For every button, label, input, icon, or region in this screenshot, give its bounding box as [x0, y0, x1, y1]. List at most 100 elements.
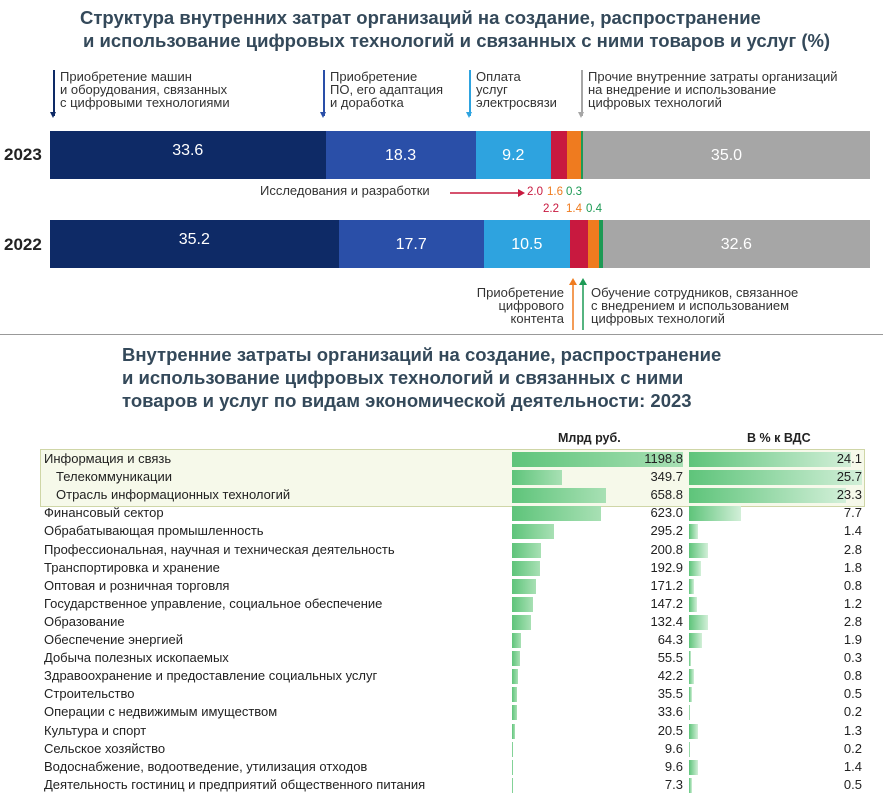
row-label: Здравоохранение и предоставление социаль…	[44, 668, 378, 684]
annotation-research-label: Исследования и разработки	[260, 183, 430, 198]
row-label: Обеспечение энергией	[44, 632, 184, 647]
pct-value: 0.8	[843, 668, 862, 684]
small-value-content-2023: 1.6	[547, 186, 563, 198]
pct-bar	[689, 506, 741, 522]
annotation-line: и доработка	[330, 95, 404, 110]
table-row: Добыча полезных ископаемых 55.5 0.3	[42, 649, 864, 667]
small-value-training-2022: 0.4	[586, 203, 602, 215]
rub-value: 42.2	[657, 668, 683, 684]
rub-value: 55.5	[657, 650, 683, 666]
table-row: Деятельность гостиниц и предприятий обще…	[42, 776, 864, 794]
annotation-line: электросвязи	[476, 95, 557, 110]
pct-bar	[689, 759, 699, 775]
annotation-line: услуг	[476, 82, 508, 97]
pct-bar	[689, 578, 695, 594]
row-label: Операции с недвижимым имуществом	[44, 704, 278, 720]
bar-value-label: 17.7	[395, 236, 427, 253]
rub-value: 9.6	[664, 758, 683, 774]
pct-bar	[689, 470, 862, 486]
row-label: Отрасль информационных технологий	[56, 487, 291, 503]
annotation-line: цифровых технологий	[591, 311, 725, 326]
annotation-line: ПО, его адаптация	[330, 82, 444, 97]
pct-value: 0.2	[843, 740, 862, 756]
rub-bar	[512, 596, 533, 612]
small-value-research-2022: 2.2	[543, 203, 559, 215]
rub-value: 9.6	[664, 740, 683, 756]
rub-value: 33.6	[657, 704, 683, 720]
rub-bar	[512, 705, 517, 721]
column-header-pct: В % к ВДС	[747, 431, 811, 445]
table-row: Оптовая и розничная торговля 171.2 0.8	[42, 577, 864, 595]
pct-value: 0.5	[843, 686, 862, 702]
arrow-down-icon	[466, 70, 472, 118]
rub-value: 1198.8	[644, 451, 683, 466]
rub-value: 20.5	[657, 722, 683, 738]
arrow-down-icon	[50, 70, 56, 118]
annotation-telecom: Оплата услуг электросвязи	[466, 70, 557, 118]
table-title-line-1: Внутренние затраты организаций на создан…	[122, 344, 722, 365]
table-row: Финансовый сектор 623.0 7.7	[42, 504, 864, 522]
pct-bar	[689, 452, 852, 467]
bar-value-label: 32.6	[720, 236, 752, 253]
pct-value: 0.8	[843, 577, 862, 593]
bar-value-label: 10.5	[511, 236, 543, 253]
arrow-right-icon	[450, 189, 525, 197]
row-label: Культура и спорт	[44, 722, 147, 738]
pct-value: 2.8	[843, 541, 862, 557]
section-divider	[0, 334, 883, 335]
rub-value: 35.5	[657, 686, 683, 702]
table-row: Операции с недвижимым имуществом 33.6 0.2	[42, 703, 864, 721]
bar-segment	[583, 131, 870, 179]
annotation-line: Прочие внутренние затраты организаций	[588, 69, 838, 84]
bar-segment	[325, 131, 476, 179]
bar-segment	[50, 131, 326, 179]
pct-value: 24.1	[836, 451, 862, 466]
annotation-training: Обучение сотрудников, связанное с внедре…	[591, 286, 798, 325]
arrow-down-icon	[320, 70, 326, 118]
annotation-other: Прочие внутренние затраты организаций на…	[578, 69, 838, 118]
bar-value-label: 9.2	[502, 147, 525, 164]
table-row: Профессиональная, научная и техническая …	[42, 541, 864, 559]
pct-value: 1.9	[843, 632, 862, 647]
pct-bar	[689, 596, 698, 612]
pct-bar	[689, 705, 691, 721]
stacked-bar-2023: 33.6 18.3 9.2 35.0	[50, 131, 870, 179]
table-row: Водоснабжение, водоотведение, утилизация…	[42, 758, 864, 776]
table-row: Транспортировка и хранение 192.9 1.8	[42, 559, 864, 577]
rub-bar	[512, 687, 518, 703]
annotation-line: на внедрение и использование	[588, 82, 777, 97]
pct-bar	[689, 488, 846, 504]
rub-bar	[512, 614, 531, 630]
table-row: Здравоохранение и предоставление социаль…	[42, 667, 864, 685]
annotation-line: Приобретение машин	[60, 69, 192, 84]
rub-value: 7.3	[664, 776, 683, 792]
rub-value: 623.0	[650, 505, 683, 521]
chart-title: Структура внутренних затрат организаций …	[80, 6, 870, 52]
table-row: Государственное управление, социальное о…	[42, 595, 864, 613]
column-header-rub: Млрд руб.	[558, 431, 621, 445]
annotation-line: цифровых технологий	[588, 95, 722, 110]
bar-value-label: 18.3	[384, 147, 417, 164]
row-label: Профессиональная, научная и техническая …	[44, 541, 395, 557]
rub-value: 658.8	[650, 487, 683, 503]
rub-value: 295.2	[650, 523, 683, 539]
category-label-2023: 2023	[4, 145, 42, 164]
pct-bar	[689, 687, 693, 703]
rub-value: 147.2	[650, 595, 683, 611]
arrow-down-icon	[578, 70, 584, 118]
bar-value-label: 35.2	[178, 231, 210, 248]
table-row: Телекоммуникации 349.7 25.7	[42, 468, 864, 486]
rub-bar	[512, 524, 555, 540]
annotation-research: Исследования и разработки	[260, 184, 430, 197]
row-label: Государственное управление, социальное о…	[44, 595, 383, 611]
annotation-machines: Приобретение машин и оборудования, связа…	[50, 69, 230, 118]
small-value-content-2022: 1.4	[566, 203, 582, 215]
bar-segment	[551, 131, 568, 179]
bar-segment	[483, 220, 570, 268]
rub-bar	[512, 578, 537, 594]
row-label: Транспортировка и хранение	[44, 559, 220, 575]
table-row: Образование 132.4 2.8	[42, 613, 864, 631]
rub-bar	[512, 741, 514, 757]
pct-value: 7.7	[843, 505, 862, 521]
rub-value: 64.3	[657, 632, 683, 647]
